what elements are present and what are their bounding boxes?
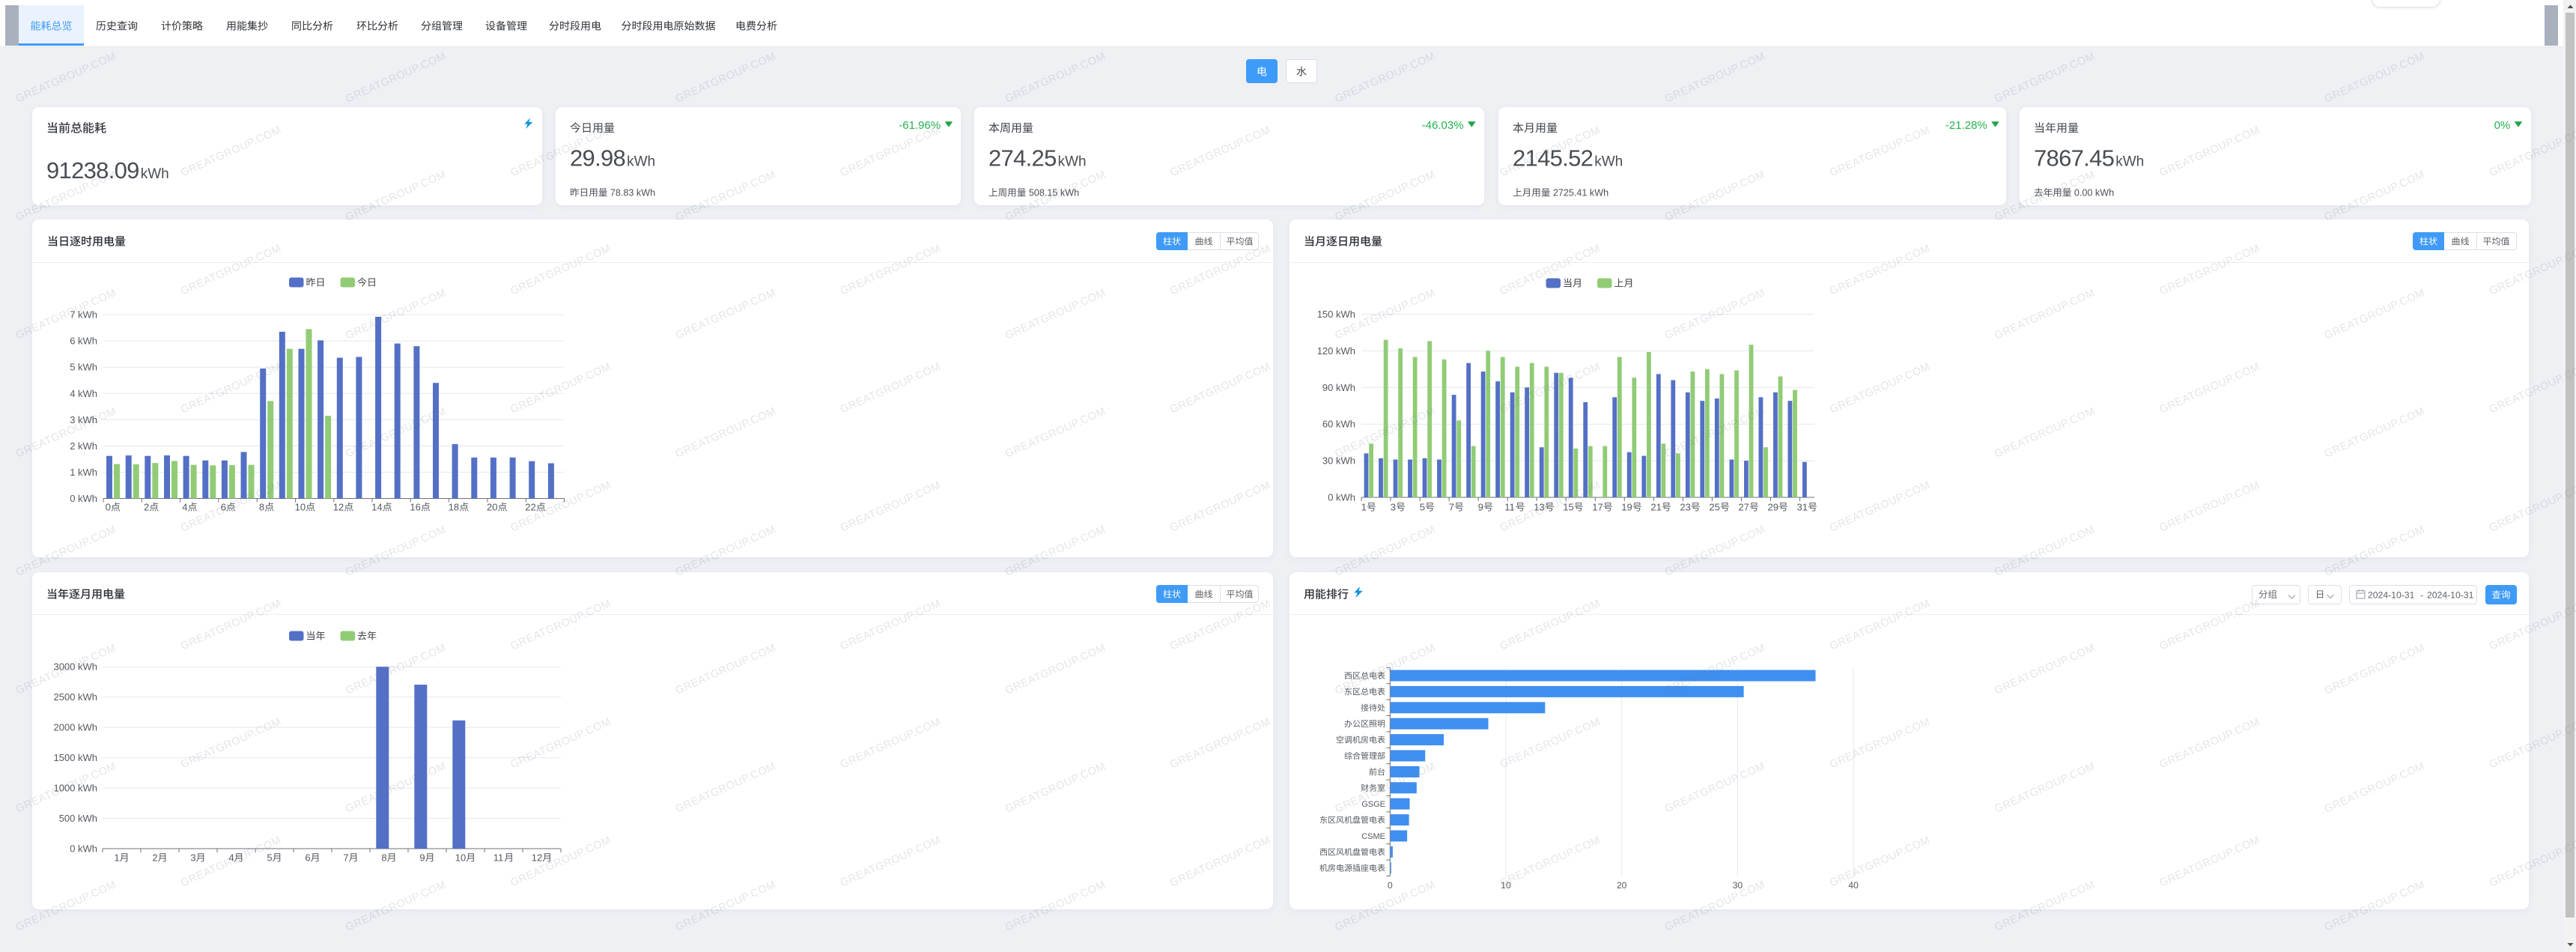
svg-text:4: 4 [228, 852, 234, 864]
svg-text:29.98: 29.98 [570, 145, 625, 172]
svg-text:0.00 kWh: 0.00 kWh [2071, 188, 2114, 198]
svg-text:274.25: 274.25 [988, 145, 1057, 172]
svg-text:3000 kWh: 3000 kWh [54, 661, 98, 673]
svg-text:22: 22 [525, 502, 535, 513]
svg-text:13: 13 [1534, 502, 1544, 513]
svg-text:7867.45: 7867.45 [2034, 145, 2114, 172]
svg-text:-61.96%: -61.96% [899, 119, 941, 132]
svg-text:-46.03%: -46.03% [1422, 119, 1464, 132]
svg-text:15: 15 [1563, 502, 1573, 513]
svg-text:40: 40 [1848, 880, 1859, 891]
svg-text:12: 12 [532, 852, 542, 864]
svg-text:6: 6 [305, 852, 310, 864]
svg-text:9: 9 [419, 852, 425, 864]
svg-text:5: 5 [267, 852, 272, 864]
svg-text:12: 12 [333, 502, 344, 513]
svg-text:7 kWh: 7 kWh [70, 309, 97, 321]
svg-text:0: 0 [106, 502, 111, 513]
svg-text:2500 kWh: 2500 kWh [54, 691, 98, 703]
svg-text:0 kWh: 0 kWh [1328, 492, 1355, 503]
svg-text:150 kWh: 150 kWh [1317, 309, 1355, 320]
svg-text:10: 10 [455, 852, 466, 864]
svg-text:14: 14 [371, 502, 382, 513]
svg-text:91238.09: 91238.09 [46, 157, 139, 184]
svg-text:2725.41 kWh: 2725.41 kWh [1550, 188, 1609, 198]
svg-text:CSME: CSME [1361, 832, 1385, 841]
svg-text:5 kWh: 5 kWh [70, 362, 97, 373]
svg-text:23: 23 [1680, 502, 1690, 513]
svg-text:4 kWh: 4 kWh [70, 388, 97, 399]
svg-text:11: 11 [493, 852, 504, 864]
svg-text:1500 kWh: 1500 kWh [54, 752, 98, 763]
svg-text:kWh: kWh [627, 154, 655, 170]
svg-text:2000 kWh: 2000 kWh [54, 722, 98, 733]
svg-text:19: 19 [1621, 502, 1632, 513]
svg-text:2: 2 [152, 852, 157, 864]
svg-text:0 kWh: 0 kWh [70, 493, 97, 504]
svg-text:10: 10 [295, 502, 306, 513]
svg-text:3: 3 [190, 852, 195, 864]
svg-text:6: 6 [221, 502, 226, 513]
svg-text:kWh: kWh [1058, 154, 1087, 170]
svg-text:508.15 kWh: 508.15 kWh [1026, 188, 1079, 198]
svg-text:90 kWh: 90 kWh [1322, 382, 1355, 393]
svg-text:1000 kWh: 1000 kWh [54, 783, 98, 794]
svg-text:30: 30 [1733, 880, 1743, 891]
svg-text:31: 31 [1797, 502, 1808, 513]
svg-text:GSGE: GSGE [1361, 800, 1385, 809]
svg-text:2145.52: 2145.52 [1513, 145, 1593, 172]
svg-text:2 kWh: 2 kWh [70, 440, 97, 452]
svg-text:kWh: kWh [1594, 154, 1623, 170]
svg-text:2: 2 [144, 502, 149, 513]
svg-text:kWh: kWh [141, 166, 169, 182]
svg-text:25: 25 [1709, 502, 1719, 513]
svg-text:1: 1 [114, 852, 119, 864]
svg-text:1: 1 [1361, 502, 1367, 513]
svg-text:18: 18 [449, 502, 459, 513]
svg-text:2024-10-31: 2024-10-31 [2368, 590, 2415, 601]
svg-text:27: 27 [1738, 502, 1749, 513]
svg-text:4: 4 [182, 502, 187, 513]
svg-text:3 kWh: 3 kWh [70, 414, 97, 425]
svg-text:29: 29 [1768, 502, 1778, 513]
svg-text:30 kWh: 30 kWh [1322, 455, 1355, 467]
svg-text:8: 8 [381, 852, 386, 864]
svg-text:120 kWh: 120 kWh [1317, 345, 1355, 357]
svg-text:0: 0 [1388, 880, 1393, 891]
svg-text:5: 5 [1420, 502, 1425, 513]
svg-text:0 kWh: 0 kWh [70, 843, 97, 855]
svg-text:-: - [2420, 590, 2423, 601]
svg-text:kWh: kWh [2115, 154, 2144, 170]
svg-text:7: 7 [1449, 502, 1454, 513]
svg-text:0%: 0% [2494, 119, 2511, 132]
svg-text:21: 21 [1650, 502, 1661, 513]
svg-text:16: 16 [410, 502, 420, 513]
svg-text:9: 9 [1478, 502, 1483, 513]
svg-text:17: 17 [1592, 502, 1603, 513]
svg-text:3: 3 [1391, 502, 1396, 513]
svg-text:10: 10 [1501, 880, 1511, 891]
svg-text:20: 20 [487, 502, 497, 513]
svg-text:2024-10-31: 2024-10-31 [2427, 590, 2474, 601]
svg-text:11: 11 [1504, 502, 1515, 513]
svg-text:20: 20 [1617, 880, 1627, 891]
svg-text:-21.28%: -21.28% [1945, 119, 1987, 132]
svg-text:78.83 kWh: 78.83 kWh [607, 188, 655, 198]
svg-text:60 kWh: 60 kWh [1322, 419, 1355, 430]
svg-text:500 kWh: 500 kWh [59, 813, 97, 824]
svg-text:8: 8 [259, 502, 264, 513]
svg-text:6 kWh: 6 kWh [70, 336, 97, 347]
svg-text:7: 7 [343, 852, 348, 864]
svg-text:1 kWh: 1 kWh [70, 467, 97, 478]
